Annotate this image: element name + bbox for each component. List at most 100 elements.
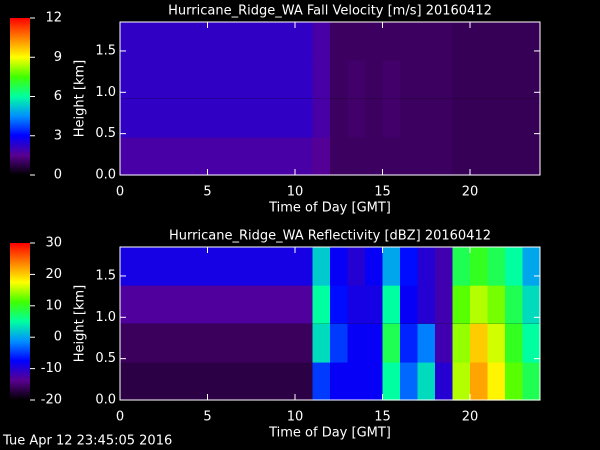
heatmap-cell bbox=[417, 21, 436, 61]
heatmap-cell bbox=[242, 284, 261, 324]
colorbar-tick-label: 0 bbox=[54, 330, 62, 345]
heatmap-cell bbox=[365, 284, 383, 324]
heatmap-cell bbox=[452, 361, 471, 401]
plot-frame bbox=[119, 246, 541, 401]
heatmap-cell bbox=[225, 284, 243, 324]
colorbar bbox=[10, 18, 30, 175]
heatmap-cell bbox=[347, 284, 366, 324]
heatmap-cell bbox=[435, 98, 453, 138]
heatmap-cell bbox=[207, 21, 226, 61]
y-tick-label: 0.5 bbox=[95, 126, 116, 141]
heatmap-cell bbox=[137, 284, 156, 324]
colorbar-tick-label: 0 bbox=[54, 168, 62, 183]
x-tick-label: 15 bbox=[374, 185, 391, 200]
heatmap-cell bbox=[207, 59, 226, 99]
heatmap-cell bbox=[505, 323, 523, 363]
heatmap-cell bbox=[417, 136, 436, 176]
heatmap-cell bbox=[120, 98, 138, 138]
heatmap-cell bbox=[172, 21, 191, 61]
heatmap-cell bbox=[452, 21, 471, 61]
heatmap-cell bbox=[400, 284, 418, 324]
heatmap-cell bbox=[452, 284, 471, 324]
heatmap-cell bbox=[207, 246, 226, 286]
heatmap-cell bbox=[347, 136, 366, 176]
heatmap-cell bbox=[365, 98, 383, 138]
heatmap-cell bbox=[295, 323, 313, 363]
heatmap-cell bbox=[452, 59, 471, 99]
heatmap-cell bbox=[312, 98, 331, 138]
heatmap-cell bbox=[172, 136, 191, 176]
heatmap-cell bbox=[172, 323, 191, 363]
heatmap-cell bbox=[505, 21, 523, 61]
heatmap-cell bbox=[487, 98, 506, 138]
heatmap-cell bbox=[260, 284, 278, 324]
heatmap-cell bbox=[295, 21, 313, 61]
heatmap-cell bbox=[277, 246, 296, 286]
heatmap-cell bbox=[347, 59, 366, 99]
heatmap-cell bbox=[452, 136, 471, 176]
heatmap-cell bbox=[312, 59, 331, 99]
heatmap-cell bbox=[382, 246, 401, 286]
heatmap-cell bbox=[242, 323, 261, 363]
heatmap-cell bbox=[295, 284, 313, 324]
heatmap-cell bbox=[470, 323, 488, 363]
heatmap-cell bbox=[400, 21, 418, 61]
heatmap-cell bbox=[417, 59, 436, 99]
heatmap-cell bbox=[365, 59, 383, 99]
x-tick-label: 20 bbox=[462, 410, 479, 425]
heatmap-cell bbox=[172, 98, 191, 138]
heatmap-cell bbox=[382, 323, 401, 363]
heatmap-cell bbox=[505, 98, 523, 138]
heatmap-cell bbox=[487, 284, 506, 324]
heatmap-cell bbox=[277, 323, 296, 363]
heatmap-cell bbox=[435, 361, 453, 401]
heatmap-cell bbox=[295, 98, 313, 138]
heatmap-cell bbox=[522, 21, 541, 61]
heatmap-cell bbox=[505, 59, 523, 99]
heatmap-cell bbox=[155, 246, 173, 286]
heatmap-cell bbox=[417, 284, 436, 324]
plot-frame bbox=[119, 21, 541, 176]
heatmap-cell bbox=[365, 361, 383, 401]
heatmap-cell bbox=[155, 21, 173, 61]
heatmap-cell bbox=[312, 361, 331, 401]
heatmap-cell bbox=[522, 361, 541, 401]
heatmap-cell bbox=[172, 361, 191, 401]
heatmap-cell bbox=[295, 361, 313, 401]
heatmap-cell bbox=[260, 98, 278, 138]
heatmap-cell bbox=[470, 136, 488, 176]
heatmap-cell bbox=[470, 361, 488, 401]
heatmap-cell bbox=[505, 361, 523, 401]
heatmap-cell bbox=[382, 59, 401, 99]
heatmap-cell bbox=[435, 246, 453, 286]
heatmap-cell bbox=[172, 246, 191, 286]
heatmap-cell bbox=[190, 246, 208, 286]
x-tick-label: 20 bbox=[462, 185, 479, 200]
heatmap-cell bbox=[312, 284, 331, 324]
colorbar-tick-label: 20 bbox=[45, 267, 62, 282]
heatmap-cell bbox=[242, 136, 261, 176]
heatmap-cell bbox=[172, 284, 191, 324]
heatmap-cell bbox=[417, 361, 436, 401]
heatmap-cell bbox=[120, 361, 138, 401]
heatmap-cell bbox=[330, 361, 348, 401]
heatmap-cell bbox=[207, 361, 226, 401]
heatmap-cell bbox=[522, 98, 541, 138]
heatmap-cell bbox=[382, 136, 401, 176]
heatmap-cell bbox=[330, 284, 348, 324]
heatmap-cell bbox=[400, 59, 418, 99]
heatmap-cell bbox=[435, 59, 453, 99]
chart-title: Hurricane_Ridge_WA Fall Velocity [m/s] 2… bbox=[168, 4, 492, 19]
heatmap-cell bbox=[207, 284, 226, 324]
heatmap-cell bbox=[522, 284, 541, 324]
heatmap-cell bbox=[470, 246, 488, 286]
heatmap-cell bbox=[312, 136, 331, 176]
heatmap-cell bbox=[155, 284, 173, 324]
heatmap-cell bbox=[137, 136, 156, 176]
heatmap-cell bbox=[242, 21, 261, 61]
y-tick-label: 0.5 bbox=[95, 351, 116, 366]
y-tick-label: 1.0 bbox=[95, 85, 116, 100]
heatmap-cell bbox=[347, 246, 366, 286]
heatmap-cell bbox=[330, 21, 348, 61]
